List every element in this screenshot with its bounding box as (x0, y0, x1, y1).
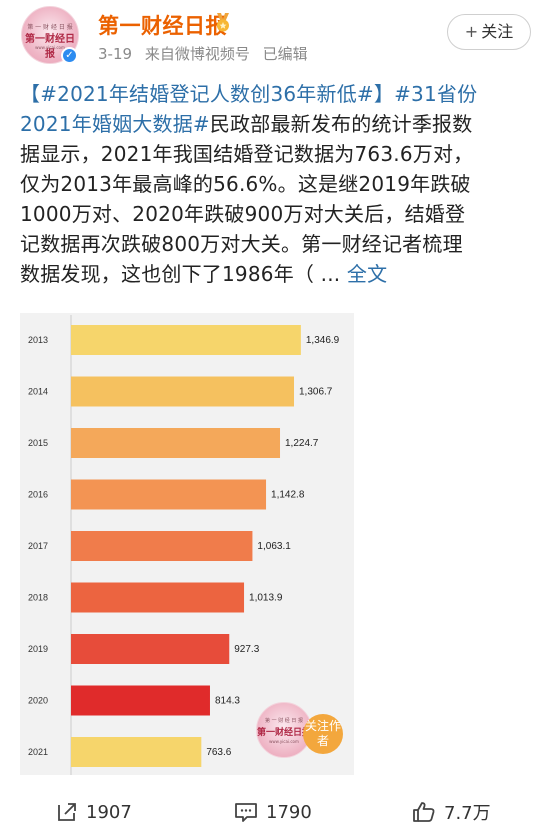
watermark-big-text: 第一财经日报 (257, 728, 312, 738)
data-label-2020: 814.3 (215, 696, 240, 707)
medal-icon (217, 13, 229, 32)
data-label-2015: 1,224.7 (285, 438, 319, 449)
bar-2014 (71, 376, 295, 407)
expand-full-text-link[interactable]: 全文 (340, 262, 388, 286)
avatar-small-text: 第 一 财 经 日 报 (27, 24, 73, 31)
follow-label: 关注 (481, 22, 514, 41)
bar-2016 (71, 479, 267, 510)
tick-label-2021: 2021 (28, 747, 48, 757)
bar-chart[interactable]: 2013 1,346.9 2014 1,306.7 2015 1,224.7 2016 1,1… (20, 313, 354, 775)
chart-svg: 2013 1,346.9 2014 1,306.7 2015 1,224.7 2016 1,1… (28, 315, 340, 775)
post-text-line: 【#2021年结婚登记人数创36年新低#】#31省份 (20, 79, 535, 109)
like-count: 7.7万 (444, 803, 491, 824)
edited-label[interactable]: 已编辑 (262, 45, 308, 63)
bar-2013 (71, 325, 301, 355)
comment-button[interactable]: 1790 (234, 790, 312, 834)
post-text-segment: 记数据再次跌破800万对大关。第一财经记者梳理 (20, 232, 463, 256)
post-text-line: 记数据再次跌破800万对大关。第一财经记者梳理 (20, 229, 535, 259)
data-label-2016: 1,142.8 (271, 490, 305, 501)
bar-2018 (71, 582, 245, 613)
avatar[interactable]: 第 一 财 经 日 报 第一财经日报 www.yicai.com (21, 6, 79, 64)
plus-icon: + (464, 22, 479, 41)
post-text-segment: 仅为2013年最高峰的56.6%。这是继2019年跌破 (20, 172, 471, 196)
account-name[interactable]: 第一财经日报 (98, 14, 227, 38)
post-text-line: 仅为2013年最高峰的56.6%。这是继2019年跌破 (20, 169, 535, 199)
follow-button[interactable]: + 关注 (447, 14, 531, 50)
tick-label-2020: 2020 (28, 696, 48, 706)
post-header: 第 一 财 经 日 报 第一财经日报 www.yicai.com ✓ 第一财经日… (0, 0, 550, 80)
data-label-2019: 927.3 (234, 644, 259, 655)
post-date: 3-19 (98, 45, 133, 63)
comment-count: 1790 (266, 801, 312, 823)
data-label-2014: 1,306.7 (299, 387, 333, 398)
verified-check-icon: ✓ (61, 47, 78, 64)
avatar-tiny-text: www.yicai.com (35, 45, 65, 50)
bar-2019 (71, 634, 230, 664)
chart-follow-badge[interactable]: 关注作者 (303, 714, 343, 754)
data-label-2017: 1,063.1 (257, 541, 291, 552)
post-text-line: 数据发现，这也创下了1986年（ ... 全文 (20, 259, 535, 289)
data-label-2013: 1,346.9 (306, 335, 340, 346)
post-text-segment: 1000万对、2020年跌破900万对大关后，结婚登 (20, 202, 466, 226)
tick-label-2013: 2013 (28, 335, 48, 345)
post-text-segment: 据显示，2021年我国结婚登记数据为763.6万对， (20, 142, 474, 166)
post-text-segment: 民政部最新发布的统计季报数 (209, 112, 473, 136)
bar-2021 (71, 737, 202, 767)
thumbs-up-icon (413, 802, 435, 822)
bar-2017 (71, 531, 253, 561)
bar-2015 (71, 428, 281, 458)
avatar-big-text: 第一财经日报 (25, 34, 75, 60)
action-bar: 1907 1790 7.7万 (0, 790, 550, 834)
chart-watermark-logo: 第 一 财 经 日 报 第一财经日报 www.yicai.com (256, 702, 312, 758)
share-button[interactable]: 1907 (56, 790, 132, 834)
tick-label-2015: 2015 (28, 438, 48, 448)
tick-label-2017: 2017 (28, 541, 48, 551)
post-text-line: 据显示，2021年我国结婚登记数据为763.6万对， (20, 139, 535, 169)
comment-icon (235, 803, 257, 822)
post-meta: 3-19 来自微博视频号 已编辑 (98, 43, 308, 64)
data-label-2021: 763.6 (206, 747, 231, 758)
hashtag-link[interactable]: 【#2021年结婚登记人数创36年新低#】 (20, 82, 395, 106)
post-text: 【#2021年结婚登记人数创36年新低#】#31省份 2021年婚姻大数据#民政部… (20, 79, 535, 289)
hashtag-link[interactable]: 2021年婚姻大数据# (20, 112, 210, 136)
tick-label-2014: 2014 (28, 387, 48, 397)
post-text-line: 1000万对、2020年跌破900万对大关后，结婚登 (20, 199, 535, 229)
post-text-segment: 数据发现，这也创下了1986年（ ... (20, 262, 341, 286)
tick-label-2016: 2016 (28, 490, 48, 500)
tick-label-2019: 2019 (28, 644, 48, 654)
share-icon (58, 803, 76, 821)
tick-label-2018: 2018 (28, 593, 48, 603)
hashtag-link[interactable]: #31省份 (394, 82, 478, 106)
watermark-small-text: 第 一 财 经 日 报 (265, 718, 303, 724)
post-source[interactable]: 来自微博视频号 (144, 45, 250, 63)
data-label-2018: 1,013.9 (249, 593, 283, 604)
like-button[interactable]: 7.7万 (412, 790, 491, 834)
post-text-line: 2021年婚姻大数据#民政部最新发布的统计季报数 (20, 109, 535, 139)
bar-2020 (71, 685, 210, 716)
share-count: 1907 (86, 801, 132, 823)
watermark-tiny-text: www.yicai.com (269, 739, 299, 744)
